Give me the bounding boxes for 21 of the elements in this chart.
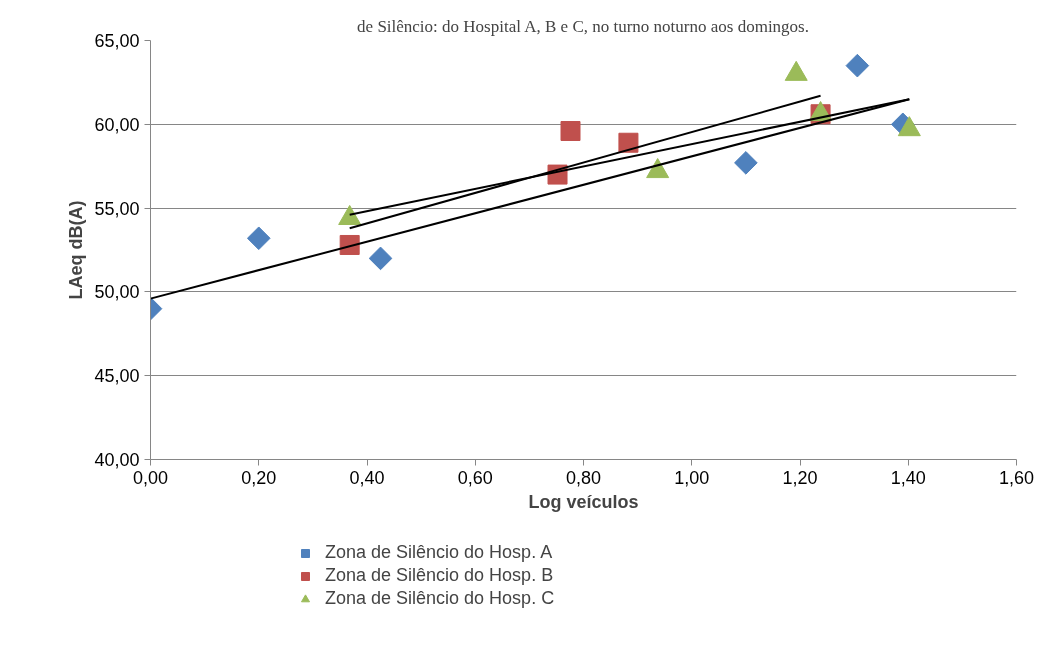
y-tick-label: 65,00	[94, 31, 140, 51]
y-axis-title: LAeq dB(A)	[66, 200, 87, 300]
y-tick-label: 55,00	[94, 198, 140, 219]
legend-label: Zona de Silêncio do Hosp. C	[325, 588, 555, 609]
x-tick-label: 0,60	[457, 467, 493, 488]
x-tick-label: 1,00	[674, 467, 710, 488]
y-tick-label: 60,00	[94, 114, 140, 135]
x-tick-label: 0,20	[241, 467, 277, 488]
y-tick-label: 45,00	[94, 366, 140, 387]
chart-title: de Silêncio: do Hospital A, B e C, no turno noturno aos domingos.	[357, 16, 809, 36]
x-tick-label: 0,40	[349, 467, 385, 488]
x-tick-label: 1,20	[782, 467, 818, 488]
x-axis-title: Log veículos	[528, 491, 639, 512]
y-tick-label: 50,00	[94, 282, 140, 303]
x-tick-label: 0,80	[565, 467, 602, 488]
x-tick-label: 1,60	[998, 467, 1035, 488]
x-tick-label: 0,00	[132, 467, 169, 488]
x-tick-label: 1,40	[890, 467, 926, 488]
y-tick-label: 40,00	[94, 450, 140, 470]
legend-label: Zona de Silêncio do Hosp. B	[325, 565, 554, 586]
legend-label: Zona de Silêncio do Hosp. A	[325, 542, 553, 563]
